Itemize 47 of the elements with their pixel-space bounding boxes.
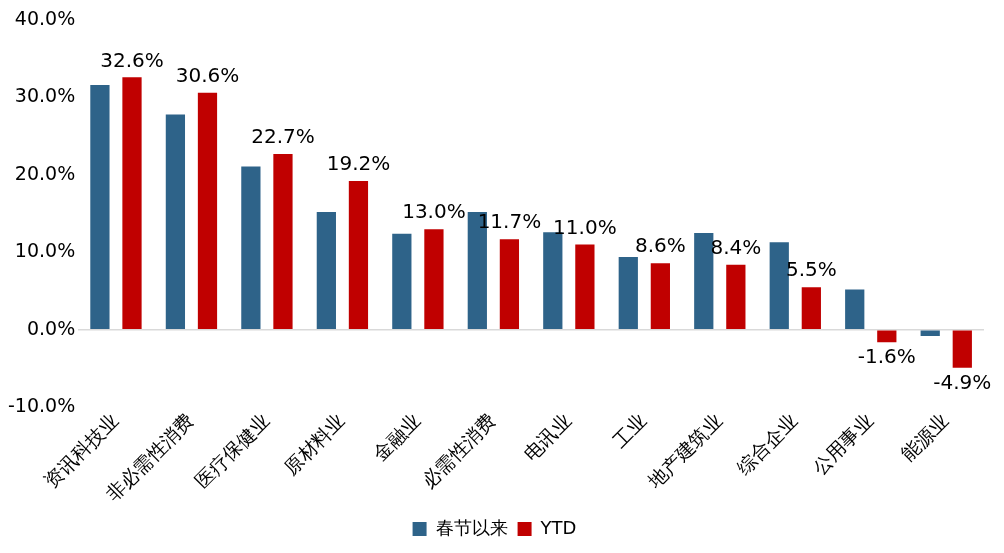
bar: [90, 85, 110, 330]
bar: [650, 263, 670, 330]
legend-label: YTD: [539, 516, 577, 538]
bar: [348, 181, 369, 330]
bar: [769, 242, 789, 330]
bar: [920, 330, 940, 337]
x-tick-label: 公用事业: [807, 409, 878, 479]
y-tick-label: 30.0%: [14, 84, 76, 107]
bar: [952, 330, 972, 368]
bar: [424, 229, 444, 330]
y-tick-label: 40.0%: [14, 6, 76, 29]
x-tick-label: 原材料业: [279, 409, 349, 479]
bar: [618, 257, 638, 330]
bar: [197, 92, 218, 330]
bar: [877, 330, 897, 343]
data-label: 19.2%: [326, 151, 391, 176]
bar: [499, 239, 520, 330]
bar: [726, 264, 746, 330]
data-label: 11.0%: [553, 214, 617, 239]
x-tick-label: 工业: [608, 409, 651, 452]
y-tick-label: 10.0%: [14, 239, 76, 262]
bar: [392, 233, 412, 330]
y-tick-label: 0.0%: [26, 316, 76, 339]
y-tick-label: 20.0%: [14, 161, 76, 184]
data-label: 13.0%: [402, 199, 466, 224]
data-label: -1.6%: [857, 344, 916, 369]
data-label: 22.7%: [251, 124, 315, 149]
bar: [801, 287, 821, 330]
x-tick-label: 能源业: [896, 409, 953, 465]
data-label: 8.6%: [634, 233, 686, 258]
data-label: 30.6%: [175, 63, 240, 88]
x-tick-label: 金融业: [368, 409, 425, 465]
bar: [694, 233, 714, 330]
bar: [845, 289, 865, 330]
bar: [543, 232, 563, 330]
data-label: -4.9%: [933, 369, 992, 394]
data-label: 32.6%: [100, 47, 164, 72]
y-tick-label: -10.0%: [8, 394, 76, 417]
x-tick-label: 综合企业: [732, 409, 802, 479]
bar: [575, 244, 595, 330]
bar: [165, 114, 186, 330]
x-tick-label: 电讯业: [519, 409, 576, 465]
legend-label: 春节以来: [435, 516, 508, 538]
bar: [241, 166, 261, 330]
bar: [316, 212, 336, 330]
bar: [273, 154, 293, 330]
bar: [122, 77, 142, 330]
